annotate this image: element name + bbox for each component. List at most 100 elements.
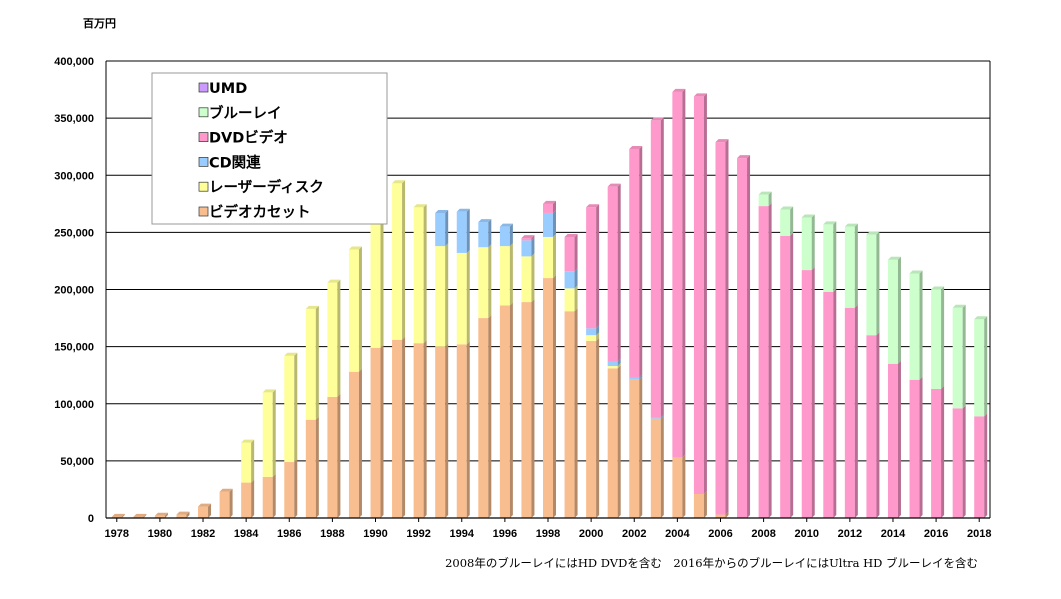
bar-segment-side xyxy=(596,204,600,329)
bar-top xyxy=(413,204,427,208)
bar-segment xyxy=(974,416,985,518)
bar-segment-side xyxy=(488,244,492,319)
bar-segment-side xyxy=(833,221,837,292)
bar-segment xyxy=(521,256,532,303)
bar-segment xyxy=(543,236,553,279)
legend-label: CD関連 xyxy=(209,153,261,171)
bar-segment xyxy=(543,212,553,237)
bar-top xyxy=(456,208,470,212)
bar-segment xyxy=(435,346,446,518)
bar-segment xyxy=(823,291,834,518)
bar-segment xyxy=(348,249,359,372)
bar-segment xyxy=(305,419,316,518)
bar-segment xyxy=(370,192,381,348)
bar-segment-side xyxy=(423,204,427,344)
bar-segment xyxy=(456,344,467,518)
bar-segment-side xyxy=(811,214,815,271)
y-tick-label: 400,000 xyxy=(54,56,94,68)
bar-segment xyxy=(974,319,985,417)
bar-segment-side xyxy=(553,209,556,237)
bar-segment xyxy=(650,418,661,518)
bar-segment xyxy=(413,343,424,518)
bar-segment-side xyxy=(682,88,686,458)
bar-segment xyxy=(392,339,403,518)
bar-segment-side xyxy=(466,341,470,518)
bar-segment-side xyxy=(294,352,298,463)
bar-segment xyxy=(693,494,704,518)
bar-segment-side xyxy=(962,304,966,409)
bar-top xyxy=(844,223,858,227)
bar-top xyxy=(262,389,276,393)
bar-segment xyxy=(348,371,359,518)
bar-segment xyxy=(629,377,640,380)
bar-segment xyxy=(241,482,252,518)
bar-segment-side xyxy=(790,232,794,519)
bar-top xyxy=(327,279,341,283)
bar-segment-side xyxy=(660,117,664,418)
bar-segment-side xyxy=(186,511,190,518)
bar-segment xyxy=(154,515,165,518)
bar-segment xyxy=(521,302,532,518)
legend-box xyxy=(151,72,388,225)
bar-segment xyxy=(887,259,898,364)
bar-segment xyxy=(952,408,963,518)
bar-segment-side xyxy=(143,513,147,518)
bar-segment-side xyxy=(315,305,319,420)
bar-segment-side xyxy=(617,365,621,518)
bar-segment xyxy=(413,207,424,344)
bar-top xyxy=(715,139,729,143)
bar-segment xyxy=(499,226,510,247)
bar-segment-side xyxy=(617,363,621,369)
bar-segment xyxy=(327,282,338,397)
bar-segment-side xyxy=(509,302,513,518)
bar-segment-side xyxy=(962,405,966,518)
x-tick-label: 1992 xyxy=(406,528,430,540)
bar-segment-side xyxy=(876,231,880,336)
bar-segment-side xyxy=(617,183,621,362)
bar-segment xyxy=(284,355,295,463)
bar-segment xyxy=(219,491,230,518)
bar-segment-side xyxy=(596,325,600,336)
bar-segment-side xyxy=(790,206,794,236)
bar-segment-side xyxy=(466,249,470,345)
bar-segment xyxy=(780,209,791,236)
bar-segment xyxy=(952,307,963,409)
bar-segment xyxy=(327,396,338,518)
bar-segment-side xyxy=(768,191,772,207)
bar-segment-side xyxy=(574,285,578,312)
bar-top xyxy=(198,503,212,507)
bar-segment-side xyxy=(445,243,449,347)
bar-segment-side xyxy=(876,332,880,518)
bar-segment xyxy=(650,120,661,418)
legend-label: UMD xyxy=(209,81,247,97)
legend-label: DVDビデオ xyxy=(209,129,288,147)
bar-segment xyxy=(262,476,273,518)
bar-segment-side xyxy=(553,233,556,279)
bar-top xyxy=(758,191,772,195)
footnote: 2008年のブルーレイにはHD DVDを含む 2016年からのブルーレイにはUl… xyxy=(445,556,978,570)
y-tick-label: 100,000 xyxy=(54,399,94,411)
legend-swatch xyxy=(198,107,209,118)
bar-top xyxy=(672,88,686,92)
x-tick-label: 1986 xyxy=(277,528,301,540)
bar-top xyxy=(478,219,492,223)
bar-segment xyxy=(564,271,575,289)
bar-segment-side xyxy=(811,267,815,518)
bar-top xyxy=(823,221,837,225)
bar-segment-side xyxy=(553,275,556,518)
bar-top xyxy=(111,513,125,517)
bar-segment-side xyxy=(703,93,707,495)
bar-segment xyxy=(564,288,575,312)
x-tick-label: 2004 xyxy=(665,528,690,540)
bar-segment xyxy=(737,158,748,519)
bar-segment-side xyxy=(897,360,901,518)
bar-segment-side xyxy=(294,459,298,518)
bar-segment-side xyxy=(833,288,837,518)
bar-top xyxy=(543,200,556,204)
bar-segment xyxy=(241,442,252,483)
bar-segment-side xyxy=(725,139,729,515)
bar-segment xyxy=(456,252,467,345)
legend-label: ブルーレイ xyxy=(209,104,282,122)
y-tick-label: 200,000 xyxy=(54,285,94,297)
